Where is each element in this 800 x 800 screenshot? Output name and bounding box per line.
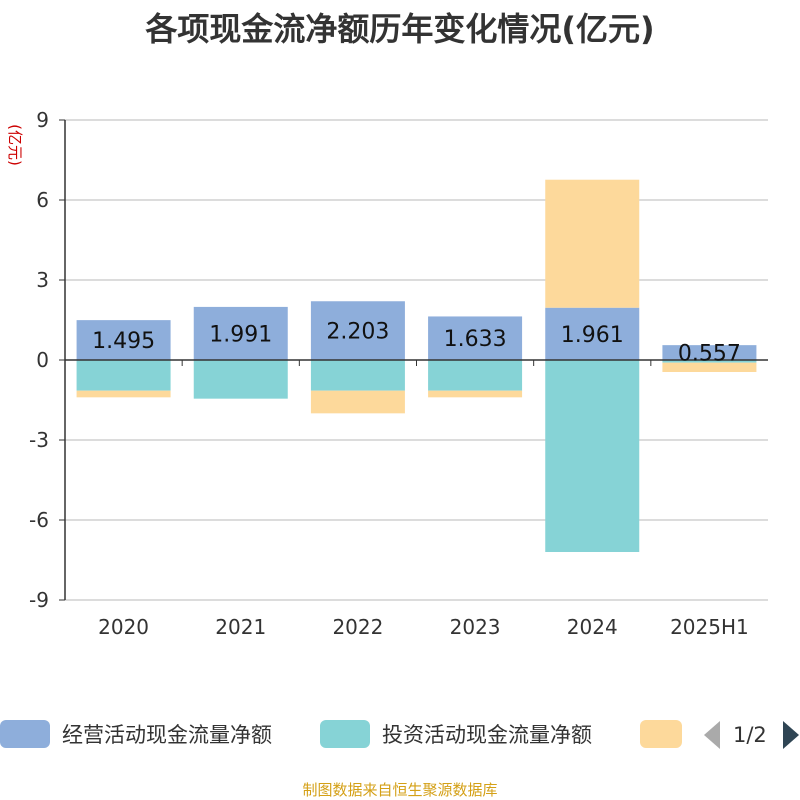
y-tick-label: -3 xyxy=(29,428,49,452)
y-tick-label: 6 xyxy=(36,188,49,212)
legend-prev-icon[interactable] xyxy=(704,721,720,749)
legend-swatch-2[interactable] xyxy=(320,720,370,748)
bars xyxy=(76,179,757,552)
legend-swatch-3[interactable] xyxy=(640,720,682,748)
legend-label-1[interactable]: 经营活动现金流量净额 xyxy=(62,723,272,747)
bar-2-2025H1[interactable] xyxy=(662,360,757,363)
bar-value-label: 1.495 xyxy=(92,329,155,354)
y-tick-label: -6 xyxy=(29,508,49,532)
y-tick-label: -9 xyxy=(29,588,49,612)
y-tick-label: 0 xyxy=(36,348,49,372)
x-tick-label: 2024 xyxy=(567,615,618,639)
bar-2-2024[interactable] xyxy=(545,360,640,552)
bar-value-label: 0.557 xyxy=(678,342,741,367)
legend-label-2[interactable]: 投资活动现金流量净额 xyxy=(382,723,592,747)
bar-3-2023[interactable] xyxy=(428,390,523,398)
y-tick-label: 9 xyxy=(36,108,49,132)
bar-2-2022[interactable] xyxy=(310,360,405,391)
x-tick-label: 2022 xyxy=(332,615,383,639)
bar-1-2020[interactable] xyxy=(76,320,171,360)
bar-3-2020[interactable] xyxy=(76,390,171,398)
bar-1-2025H1[interactable] xyxy=(662,345,757,360)
x-tick-label: 2021 xyxy=(215,615,266,639)
bar-1-2021[interactable] xyxy=(193,306,288,360)
legend: 经营活动现金流量净额 投资活动现金流量净额 1/2 xyxy=(0,720,799,749)
axes: 9 6 3 0 -3 -6 -9 (亿元) 2020 2021 2022 2023 2024 2025H1 xyxy=(6,108,768,639)
data-labels: 1.495 1.991 2.203 1.633 1.961 0.557 xyxy=(92,320,741,367)
bar-1-2024[interactable] xyxy=(545,307,640,360)
legend-page-indicator: 1/2 xyxy=(733,723,767,747)
bar-3-2025H1[interactable] xyxy=(662,362,757,372)
legend-next-icon[interactable] xyxy=(783,721,799,749)
bar-value-label: 2.203 xyxy=(326,320,389,345)
bar-2-2020[interactable] xyxy=(76,360,171,391)
y-axis-unit-label: (亿元) xyxy=(6,124,24,166)
legend-swatch-1[interactable] xyxy=(0,720,50,748)
source-note: 制图数据来自恒生聚源数据库 xyxy=(302,781,498,799)
bar-value-label: 1.961 xyxy=(561,323,624,348)
bar-value-label: 1.633 xyxy=(444,327,507,352)
y-tick-label: 3 xyxy=(36,268,49,292)
bar-2-2023[interactable] xyxy=(428,360,523,391)
chart-title: 各项现金流净额历年变化情况(亿元) xyxy=(145,10,655,48)
bar-2-2021[interactable] xyxy=(193,360,288,399)
grid-lines xyxy=(65,119,768,601)
bar-1-2022[interactable] xyxy=(310,301,405,360)
bar-3-2022[interactable] xyxy=(310,390,405,414)
bar-3-2024[interactable] xyxy=(545,179,640,308)
x-tick-label: 2023 xyxy=(450,615,501,639)
x-tick-label: 2020 xyxy=(98,615,149,639)
bar-1-2023[interactable] xyxy=(428,316,523,360)
bar-value-label: 1.991 xyxy=(209,322,272,347)
x-tick-label: 2025H1 xyxy=(670,615,749,639)
